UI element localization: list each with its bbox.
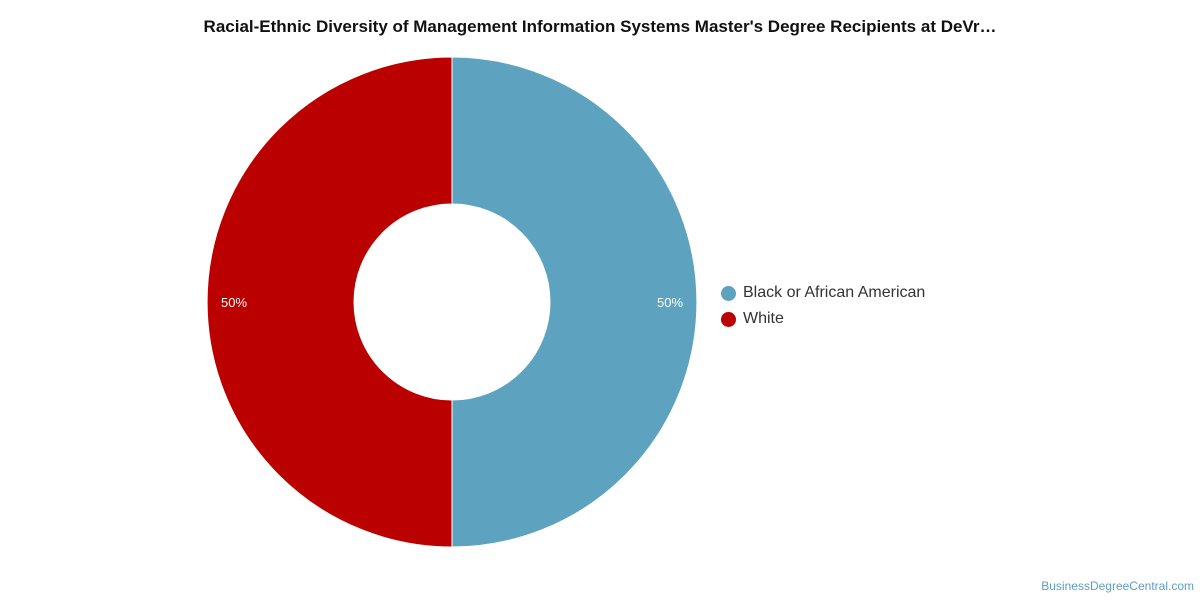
slice-label-white: 50%: [221, 295, 247, 310]
legend-swatch-black-or-african-american: [721, 285, 736, 301]
legend-swatch-white: [721, 311, 736, 327]
legend: Black or African American White: [721, 280, 925, 332]
slice-white[interactable]: [206, 56, 453, 548]
slice-label-black-or-african-american: 50%: [657, 295, 683, 310]
legend-label-black-or-african-american: Black or African American: [743, 284, 926, 301]
legend-label-white: White: [743, 310, 784, 327]
watermark: BusinessDegreeCentral.com: [1041, 579, 1194, 593]
chart-title: Racial-Ethnic Diversity of Management In…: [203, 17, 997, 36]
legend-item-black-or-african-american[interactable]: Black or African American: [721, 280, 925, 306]
slice-black-or-african-american[interactable]: [451, 56, 698, 548]
legend-item-white[interactable]: White: [721, 306, 925, 332]
